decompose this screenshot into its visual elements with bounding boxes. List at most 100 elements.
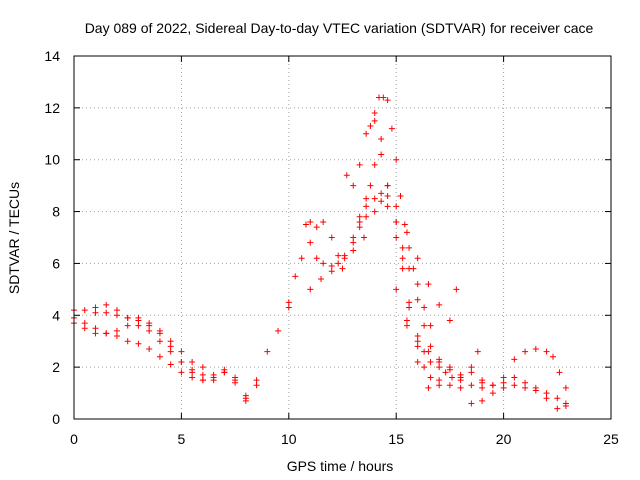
data-point: [393, 218, 400, 225]
data-point: [318, 275, 325, 282]
data-point: [414, 255, 421, 262]
data-point: [371, 110, 378, 117]
data-point: [189, 366, 196, 373]
data-point: [113, 312, 120, 319]
data-point: [427, 374, 434, 381]
series-track-9: [360, 117, 569, 407]
data-point: [339, 265, 346, 272]
series-track-4: [92, 301, 206, 371]
data-point: [285, 299, 292, 306]
data-point: [522, 348, 529, 355]
data-point: [350, 182, 357, 189]
data-point: [124, 314, 131, 321]
data-point: [363, 213, 370, 220]
data-point: [393, 286, 400, 293]
data-point: [399, 255, 406, 262]
data-point: [522, 384, 529, 391]
data-point: [562, 403, 569, 410]
data-point: [253, 377, 260, 384]
data-point: [307, 218, 314, 225]
data-point: [113, 327, 120, 334]
data-point: [532, 345, 539, 352]
data-point: [436, 364, 443, 371]
data-point: [414, 333, 421, 340]
data-point: [264, 348, 271, 355]
data-point: [403, 229, 410, 236]
data-point: [135, 322, 142, 329]
data-point: [356, 213, 363, 220]
data-point: [189, 374, 196, 381]
data-point: [425, 281, 432, 288]
x-tick-label: 0: [70, 431, 78, 447]
data-point: [500, 384, 507, 391]
data-point: [427, 358, 434, 365]
data-point: [341, 255, 348, 262]
series-track-3: [71, 320, 249, 402]
data-point: [124, 322, 131, 329]
data-point: [363, 203, 370, 210]
x-axis-label: GPS time / hours: [287, 458, 394, 474]
tick-labels: 0 5 10 15 20 25 0 2 4 6 8 10 12 14: [44, 48, 619, 447]
data-point: [479, 379, 486, 386]
data-point: [436, 382, 443, 389]
data-point: [298, 255, 305, 262]
data-point: [335, 252, 342, 259]
data-point: [436, 377, 443, 384]
data-point: [554, 405, 561, 412]
data-point: [414, 358, 421, 365]
data-point: [378, 190, 385, 197]
data-point: [135, 314, 142, 321]
data-point: [328, 268, 335, 275]
data-point: [199, 377, 206, 384]
data-point: [388, 125, 395, 132]
series-track-2: [71, 314, 260, 399]
data-point: [511, 356, 518, 363]
data-point: [221, 369, 228, 376]
data-point: [92, 309, 99, 316]
series-track-5: [285, 190, 486, 391]
data-point: [292, 273, 299, 280]
data-point: [378, 198, 385, 205]
data-point: [446, 382, 453, 389]
data-point: [178, 348, 185, 355]
data-point: [401, 221, 408, 228]
series-track-6: [302, 151, 434, 329]
data-point: [302, 221, 309, 228]
data-point: [253, 382, 260, 389]
data-point: [543, 395, 550, 402]
data-point: [421, 304, 428, 311]
data-point: [500, 379, 507, 386]
data-point: [313, 224, 320, 231]
data-point: [167, 348, 174, 355]
data-point: [384, 193, 391, 200]
data-point: [328, 263, 335, 270]
data-point: [474, 348, 481, 355]
y-tick-label: 6: [52, 255, 60, 271]
data-point: [232, 379, 239, 386]
data-point: [307, 286, 314, 293]
data-point: [384, 203, 391, 210]
data-point: [554, 395, 561, 402]
data-point: [232, 374, 239, 381]
y-tick-label: 10: [44, 152, 60, 168]
series-track-10: [393, 286, 569, 412]
data-point: [320, 218, 327, 225]
data-point: [350, 234, 357, 241]
data-point: [427, 322, 434, 329]
data-point: [414, 281, 421, 288]
data-point: [350, 247, 357, 254]
data-point: [178, 358, 185, 365]
data-point: [156, 338, 163, 345]
data-point: [92, 330, 99, 337]
data-point: [81, 307, 88, 314]
data-point: [275, 327, 282, 334]
data-point: [414, 338, 421, 345]
data-point: [124, 338, 131, 345]
data-point: [511, 374, 518, 381]
data-point: [421, 364, 428, 371]
data-point: [356, 218, 363, 225]
data-point: [500, 374, 507, 381]
data-point: [543, 390, 550, 397]
data-point: [446, 317, 453, 324]
data-point: [468, 364, 475, 371]
